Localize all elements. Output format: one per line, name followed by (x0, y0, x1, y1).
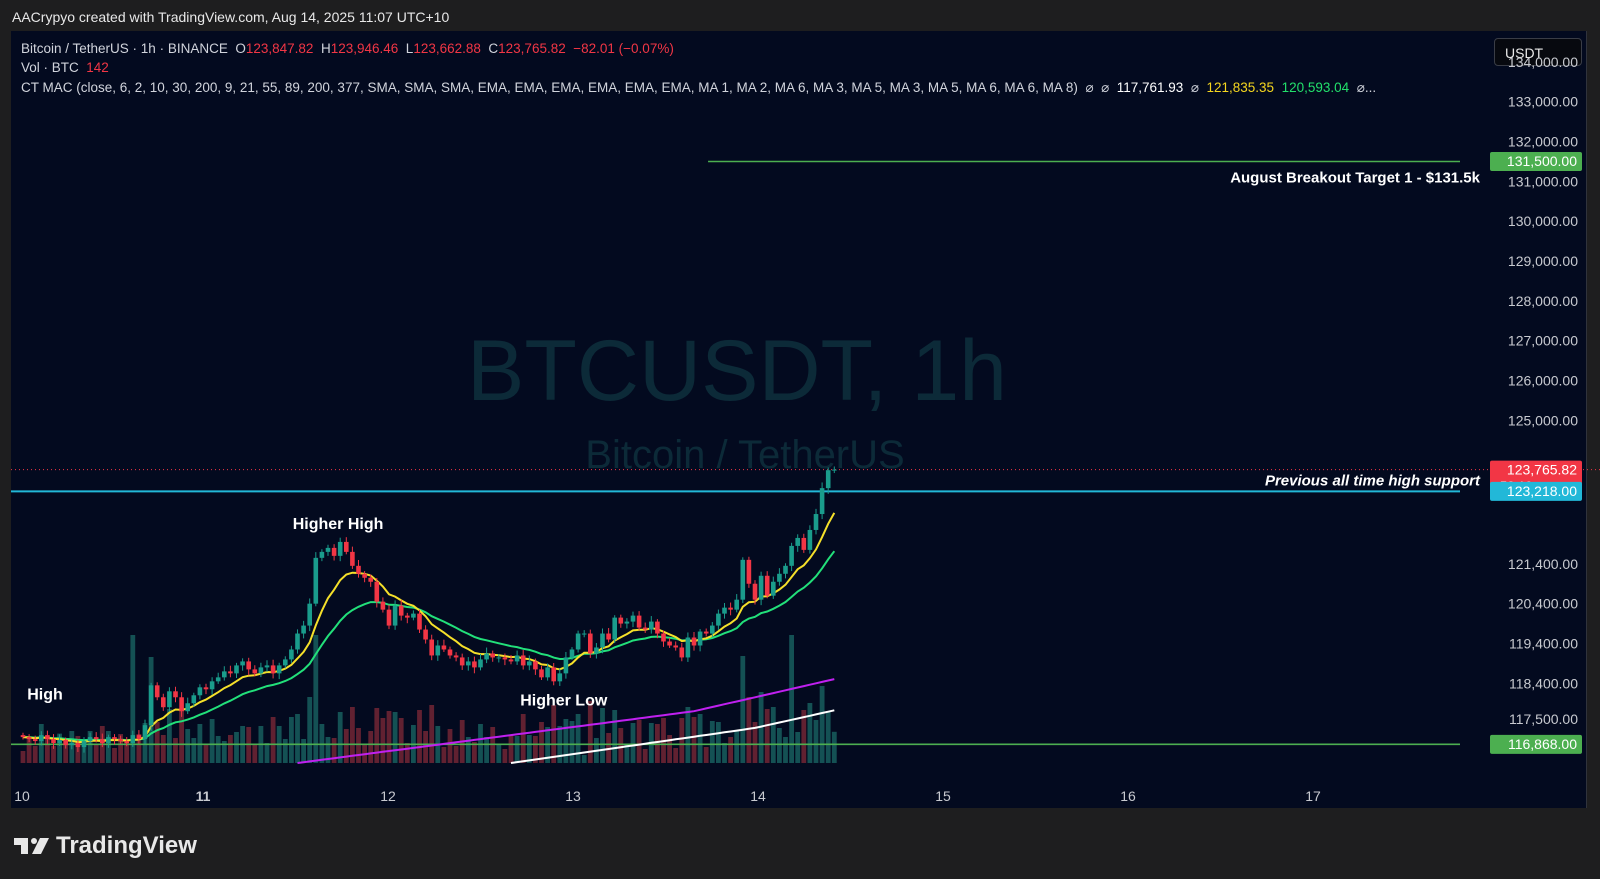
high-label: H (320, 41, 331, 56)
close-label: C (488, 41, 499, 56)
tradingview-logo[interactable]: TradingView (14, 832, 197, 860)
indicator-value-3: 120,593.04 (1281, 80, 1350, 95)
low-label: L (405, 41, 414, 56)
indicator-na-1: ⌀ (1085, 80, 1094, 95)
indicator-na-3: ⌀ (1190, 80, 1199, 95)
high-value: 123,946.46 (330, 41, 399, 56)
tradingview-logo-icon (14, 838, 49, 854)
currency-label: USDT (1505, 45, 1544, 61)
indicator-na-2: ⌀ (1101, 80, 1110, 95)
brand-name: TradingView (56, 832, 197, 859)
symbol-title[interactable]: Bitcoin / TetherUS · 1h · BINANCE (21, 41, 228, 56)
chart-credit: AACrypyo created with TradingView.com, A… (12, 9, 450, 25)
open-value: 123,847.82 (245, 41, 314, 56)
low-value: 123,662.88 (413, 41, 481, 56)
open-label: O (235, 41, 246, 56)
indicator-label: CT MAC (close, 6, 2, 10, 30, 200, 9, 21,… (21, 80, 1078, 95)
currency-selector[interactable]: USDT (1494, 38, 1582, 66)
volume-label: Vol · BTC (21, 60, 79, 75)
indicator-legend[interactable]: CT MAC (close, 6, 2, 10, 30, 200, 9, 21,… (21, 80, 1376, 96)
indicator-value-1: 117,761.93 (1116, 80, 1184, 95)
volume-legend[interactable]: Vol · BTC 142 (21, 60, 109, 75)
change-value: −82.01 (−0.07%) (573, 41, 674, 56)
volume-value: 142 (86, 60, 109, 75)
symbol-legend: Bitcoin / TetherUS · 1h · BINANCE O123,8… (21, 41, 674, 56)
indicator-value-2: 121,835.35 (1206, 80, 1275, 95)
close-value: 123,765.82 (498, 41, 566, 56)
chart-panel[interactable] (11, 31, 1587, 808)
indicator-more[interactable]: ⌀... (1356, 80, 1377, 95)
